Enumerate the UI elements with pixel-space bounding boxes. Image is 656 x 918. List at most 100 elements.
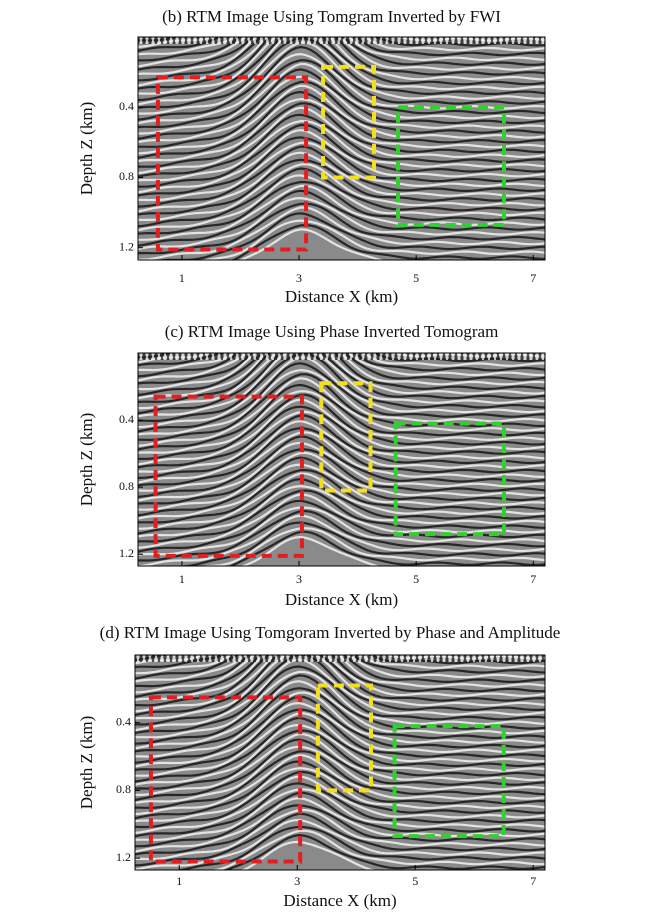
- reflector: [223, 833, 545, 870]
- panel-title: (b) RTM Image Using Tomgram Inverted by …: [162, 7, 501, 26]
- reflector: [138, 141, 545, 202]
- reflector: [138, 390, 545, 454]
- y-tick-label: 0.8: [119, 479, 134, 493]
- reflector: [138, 102, 545, 168]
- highlight-box: [153, 394, 304, 558]
- reflector: [135, 754, 545, 816]
- reflector: [135, 804, 545, 856]
- reflector: [138, 414, 545, 479]
- reflector: [138, 37, 545, 68]
- highlight-box: [392, 724, 506, 839]
- reflector: [238, 228, 386, 260]
- reflector: [138, 113, 545, 178]
- panel: (d) RTM Image Using Tomgoram Inverted by…: [77, 623, 561, 910]
- reflector: [138, 106, 545, 175]
- axes-frame: [134, 654, 546, 871]
- reflector: [138, 37, 545, 82]
- reflector: [138, 420, 545, 484]
- seismic-image: [135, 655, 545, 870]
- reflector: [135, 655, 545, 694]
- reflector: [135, 782, 545, 838]
- reflector: [135, 670, 545, 739]
- reflector: [138, 84, 545, 155]
- reflector: [138, 128, 545, 194]
- reflector: [138, 362, 545, 433]
- reflector: [138, 477, 545, 535]
- reflector: [135, 655, 545, 713]
- reflector: [138, 136, 545, 197]
- reflector: [135, 812, 545, 867]
- seismic-image: [138, 37, 545, 260]
- reflector: [138, 431, 545, 492]
- reflector: [208, 829, 545, 870]
- reflector: [240, 840, 474, 870]
- reflector: [138, 75, 545, 144]
- reflector: [135, 750, 545, 809]
- y-tick-label: 0.4: [119, 412, 134, 426]
- highlight-box: [396, 105, 507, 227]
- reflector: [138, 145, 545, 208]
- reflector: [138, 353, 545, 385]
- reflector: [138, 451, 545, 511]
- reflector: [138, 184, 545, 241]
- reflector: [135, 770, 545, 829]
- reflector: [135, 729, 545, 790]
- reflector: [138, 189, 545, 247]
- reflector: [138, 377, 545, 447]
- reflector: [138, 353, 500, 367]
- highlight-box: [315, 683, 373, 793]
- reflector: [138, 174, 545, 232]
- reflector: [138, 426, 545, 487]
- reflector: [135, 788, 545, 842]
- reflector: [138, 59, 545, 129]
- reflector: [138, 37, 545, 95]
- reflector: [138, 506, 545, 556]
- x-tick-label: 5: [413, 271, 419, 285]
- reflector: [135, 775, 545, 834]
- y-axis-label: Depth Z (km): [77, 102, 96, 195]
- y-tick-label: 1.2: [119, 239, 134, 253]
- reflector: [138, 119, 545, 182]
- reflector: [135, 655, 545, 688]
- reflector: [138, 353, 545, 382]
- x-tick-label: 1: [179, 271, 185, 285]
- reflector: [138, 356, 545, 429]
- reflector: [138, 353, 545, 415]
- x-tick-label: 5: [412, 874, 418, 888]
- reflector: [135, 687, 545, 753]
- reflector: [138, 37, 216, 48]
- reflector: [138, 37, 545, 109]
- reflector: [138, 368, 545, 436]
- reflector: [135, 655, 545, 720]
- reflector: [138, 493, 545, 549]
- reflector: [138, 163, 545, 221]
- reflector: [135, 808, 545, 861]
- highlight-box: [319, 381, 373, 493]
- reflector: [135, 791, 545, 848]
- reflector: [138, 37, 545, 75]
- reflector: [135, 655, 545, 717]
- reflector: [138, 405, 545, 469]
- panel: (b) RTM Image Using Tomgram Inverted by …: [77, 7, 546, 306]
- reflector: [138, 97, 545, 163]
- reflector: [138, 41, 545, 115]
- reflector: [135, 760, 545, 820]
- x-tick-label: 3: [294, 874, 300, 888]
- x-tick-label: 5: [413, 572, 419, 586]
- reflector: [138, 373, 545, 442]
- reflector: [135, 738, 545, 802]
- reflector: [138, 353, 213, 364]
- reflector: [138, 484, 545, 538]
- reflector: [138, 68, 545, 140]
- reflector: [138, 353, 545, 378]
- axes-frame: [137, 352, 546, 567]
- reflector: [135, 655, 545, 698]
- reflector: [135, 701, 545, 768]
- highlight-box: [321, 64, 377, 180]
- reflector: [138, 123, 545, 188]
- reflector: [135, 680, 545, 750]
- reflector: [138, 202, 545, 255]
- panel-title: (d) RTM Image Using Tomgoram Inverted by…: [100, 623, 561, 642]
- panel: (c) RTM Image Using Phase Inverted Tomog…: [77, 322, 546, 609]
